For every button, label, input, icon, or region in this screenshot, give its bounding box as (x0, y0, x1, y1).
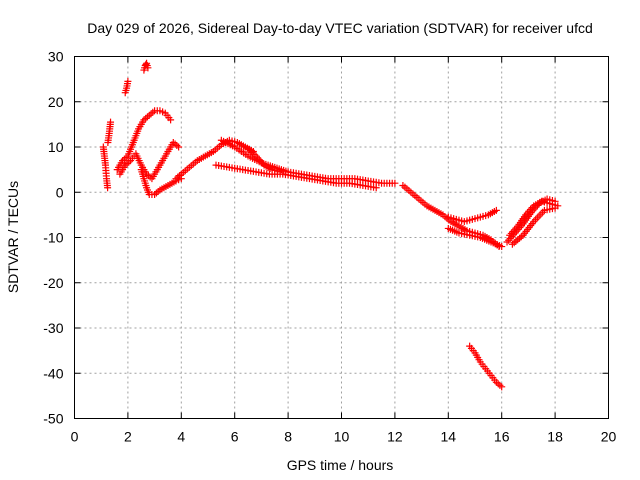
x-tick-label: 14 (441, 429, 457, 445)
series-rise (172, 136, 257, 183)
series-low-track (466, 342, 506, 391)
x-tick-labels: 0 2 4 6 8 10 12 14 16 18 20 (71, 429, 617, 445)
series-descent-lower (444, 224, 506, 251)
data-point (104, 184, 112, 192)
series-spike-22 (121, 77, 132, 97)
axis-ticks (74, 56, 609, 419)
data-point (492, 206, 500, 214)
series-band-lower (212, 161, 380, 192)
y-tick-label: -30 (43, 320, 63, 336)
series-early-spike (104, 118, 115, 146)
series-spike-28 (140, 59, 152, 74)
data-point (276, 168, 284, 176)
data-point (391, 179, 399, 187)
y-tick-label: 20 (48, 94, 64, 110)
data-point (124, 77, 132, 85)
y-tick-label: -20 (43, 275, 63, 291)
x-axis-label: GPS time / hours (287, 457, 394, 473)
y-tick-label: 10 (48, 139, 64, 155)
series-recovery-b (506, 197, 562, 239)
x-tick-label: 10 (334, 429, 350, 445)
y-tick-labels: -50 -40 -30 -20 -10 0 10 20 30 (43, 49, 63, 427)
chart-title: Day 029 of 2026, Sidereal Day-to-day VTE… (87, 20, 593, 36)
data-point (498, 383, 506, 391)
y-tick-label: -50 (43, 411, 63, 427)
series-descent (399, 181, 503, 251)
grid (74, 56, 609, 419)
x-tick-label: 4 (177, 429, 185, 445)
data-point (167, 116, 175, 124)
data-point (372, 184, 380, 192)
series-arc-b (116, 138, 183, 183)
x-tick-label: 18 (547, 429, 563, 445)
data-point (175, 143, 183, 151)
y-tick-label: -10 (43, 230, 63, 246)
x-tick-label: 2 (124, 429, 132, 445)
y-axis-label: SDTVAR / TECUs (5, 181, 21, 293)
data-point (551, 204, 559, 212)
data-point (498, 243, 506, 251)
y-tick-label: 0 (56, 184, 64, 200)
series-recovery-c (508, 204, 559, 248)
y-tick-label: 30 (48, 49, 64, 65)
y-tick-label: -40 (43, 365, 63, 381)
data-point (107, 118, 115, 126)
x-tick-label: 12 (387, 429, 403, 445)
scatter-points (99, 59, 562, 391)
data-point (144, 64, 152, 72)
x-tick-label: 16 (494, 429, 510, 445)
series-arc-a (113, 107, 175, 174)
x-tick-label: 0 (71, 429, 79, 445)
x-tick-label: 8 (284, 429, 292, 445)
x-tick-label: 20 (601, 429, 617, 445)
series-early-drop (99, 143, 112, 192)
series-descent-upper (444, 206, 500, 226)
series-band-mid (244, 145, 284, 176)
x-tick-label: 6 (231, 429, 239, 445)
